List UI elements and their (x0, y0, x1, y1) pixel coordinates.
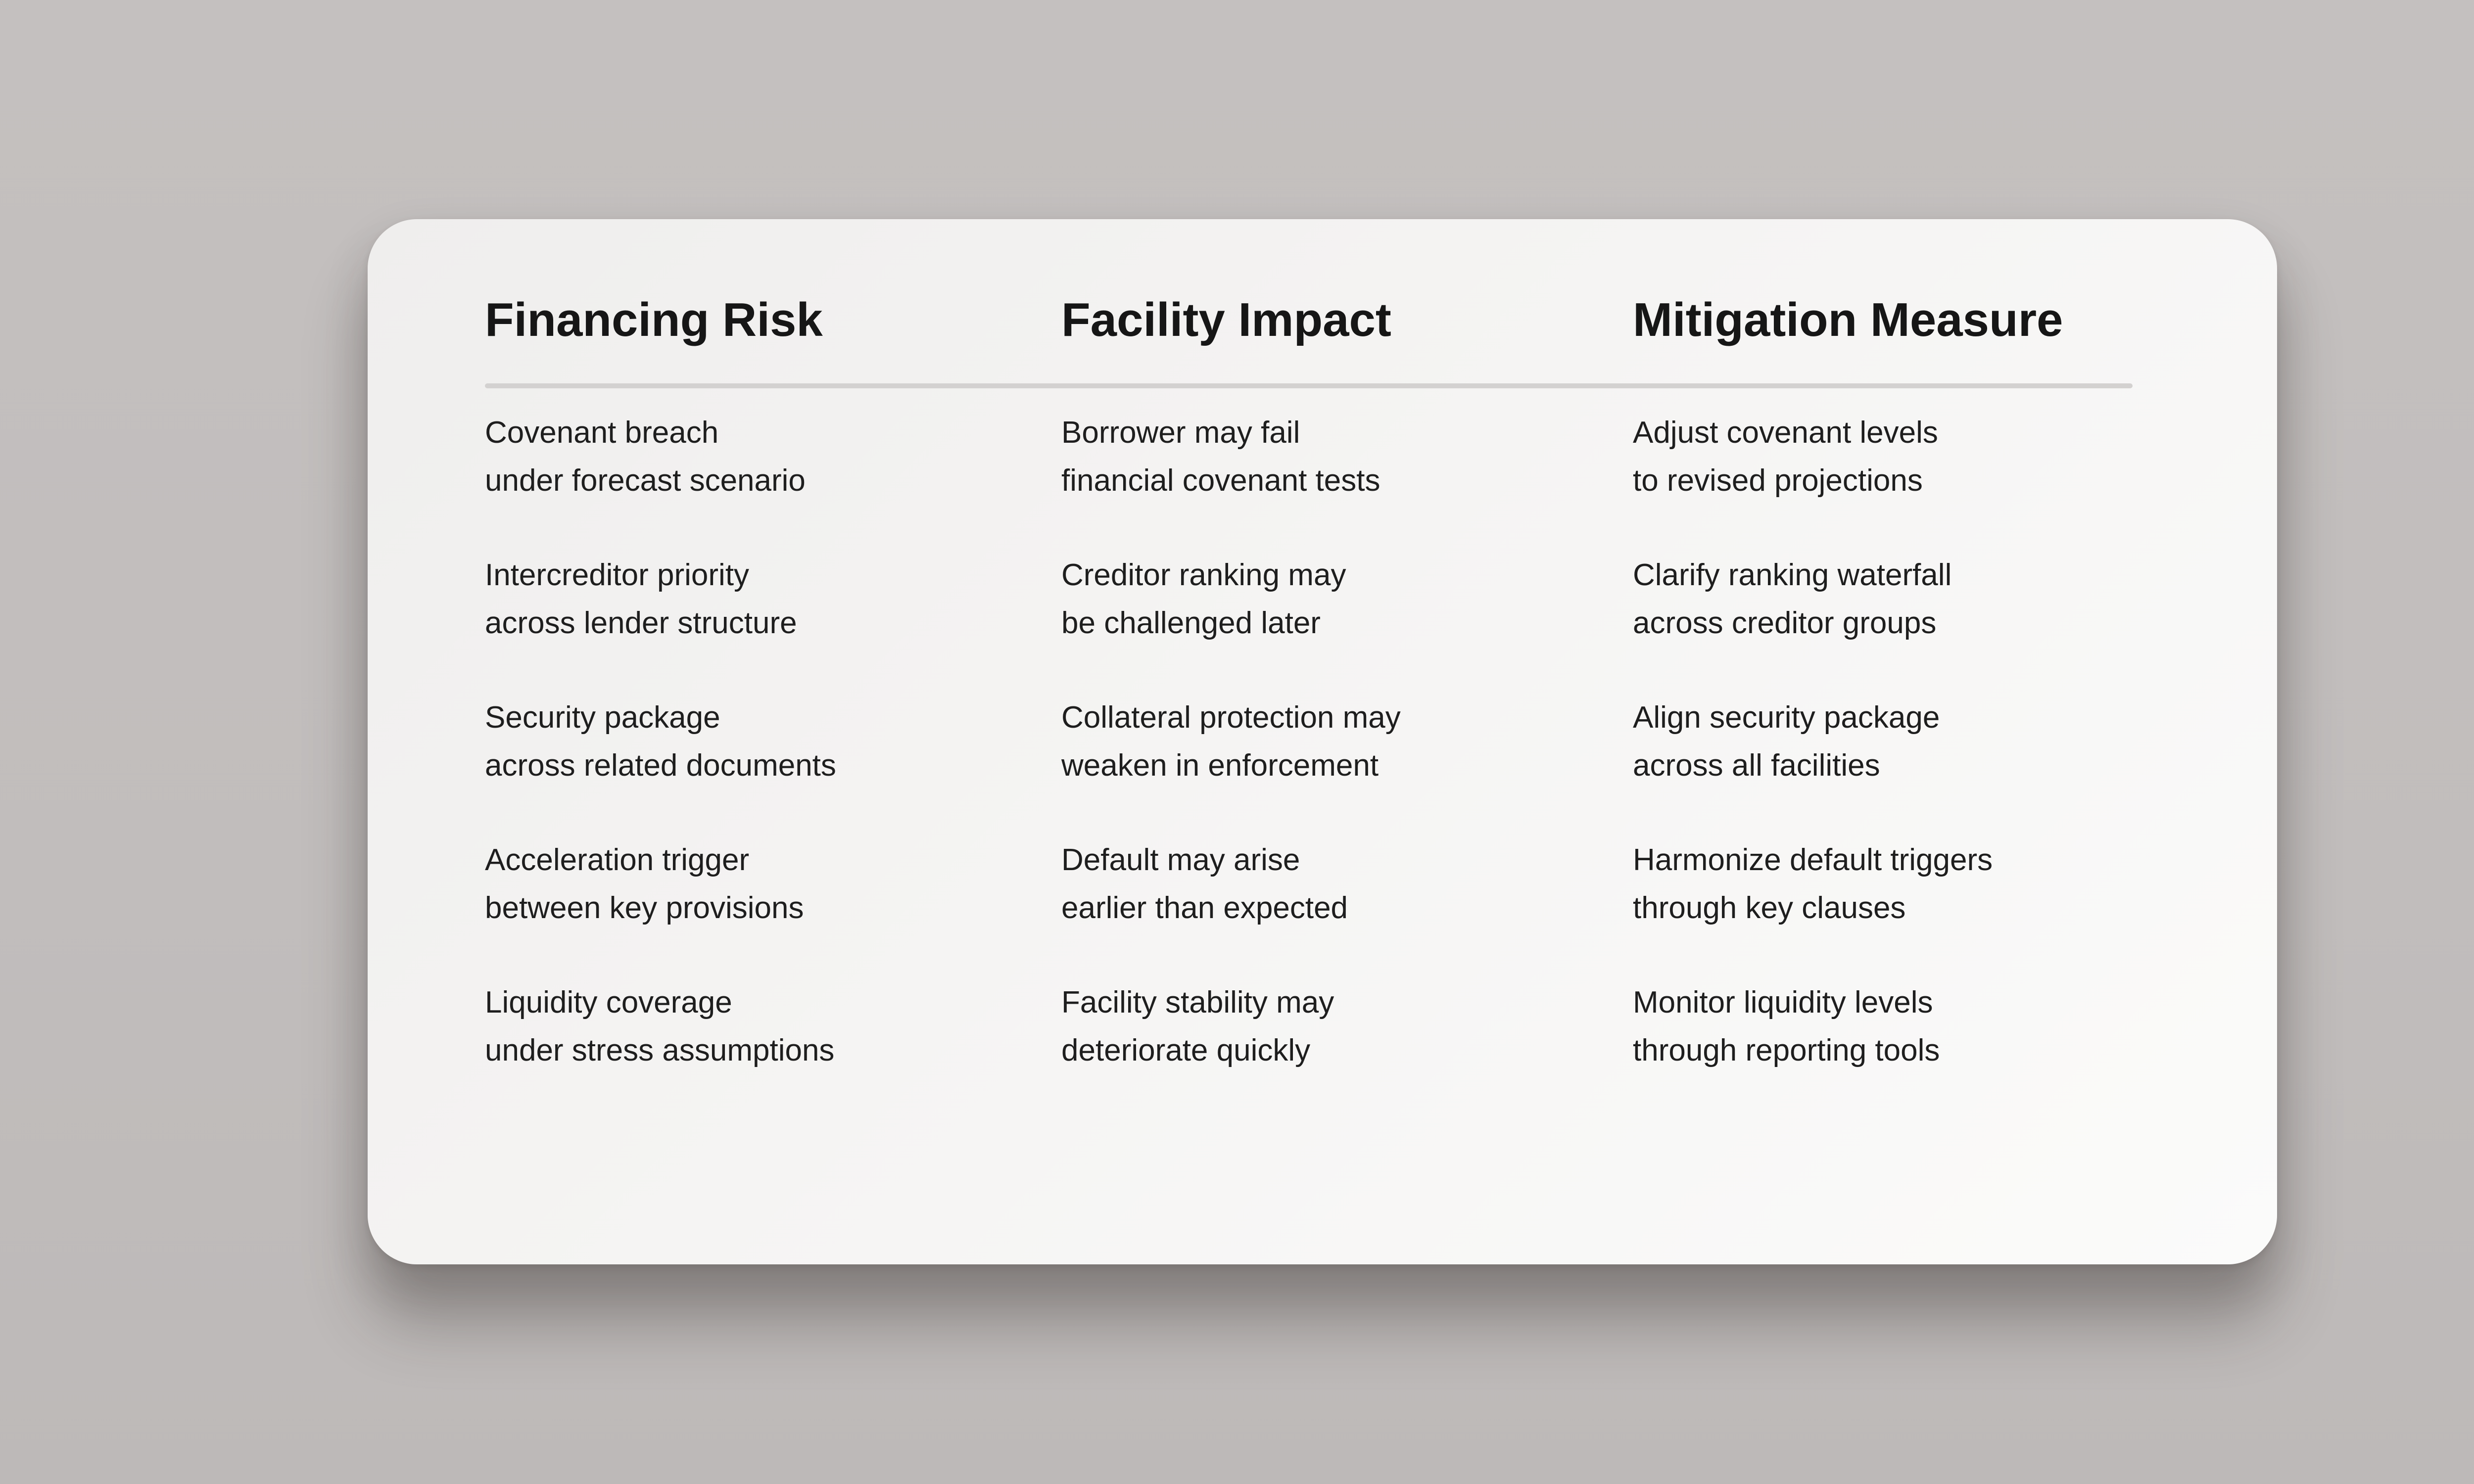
cell-line: Monitor liquidity levels (1633, 985, 1933, 1020)
cell-line: Adjust covenant levels (1633, 416, 1938, 450)
cell-line: Intercreditor priority (485, 558, 750, 592)
table-row: Security package across related document… (485, 694, 2133, 789)
cell-line: across creditor groups (1633, 606, 1937, 640)
column-header-mitigation-measure: Mitigation Measure (1633, 293, 2063, 346)
cell-line: between key provisions (485, 891, 804, 925)
mitigation-cell: Adjust covenant levels to revised projec… (1633, 409, 2133, 505)
cell-line: to revised projections (1633, 464, 1923, 498)
cell-line: Liquidity coverage (485, 985, 732, 1020)
cell-line: weaken in enforcement (1061, 748, 1379, 783)
cell-line: across lender structure (485, 606, 797, 640)
cell-line: Facility stability may (1061, 985, 1334, 1020)
cell-line: financial covenant tests (1061, 464, 1380, 498)
risk-cell: Covenant breach under forecast scenario (485, 409, 1061, 505)
table-row: Acceleration trigger between key provisi… (485, 836, 2133, 932)
cell-line: deteriorate quickly (1061, 1033, 1311, 1067)
cell-line: Acceleration trigger (485, 843, 750, 877)
mitigation-cell: Align security package across all facili… (1633, 694, 2133, 789)
impact-cell: Creditor ranking may be challenged later (1061, 551, 1633, 647)
impact-cell: Default may arise earlier than expected (1061, 836, 1633, 932)
table-row: Covenant breach under forecast scenario … (485, 409, 2133, 505)
cell-line: Clarify ranking waterfall (1633, 558, 1952, 592)
column-header-facility-impact: Facility Impact (1061, 293, 1391, 346)
cell-line: earlier than expected (1061, 891, 1348, 925)
cell-line: through reporting tools (1633, 1033, 1940, 1067)
table: Financing Risk Facility Impact Mitigatio… (485, 296, 2133, 1074)
cell-line: under forecast scenario (485, 464, 806, 498)
impact-cell: Borrower may fail financial covenant tes… (1061, 409, 1633, 505)
cell-line: Default may arise (1061, 843, 1300, 877)
risk-cell: Acceleration trigger between key provisi… (485, 836, 1061, 932)
risk-table-card: Financing Risk Facility Impact Mitigatio… (368, 219, 2277, 1264)
cell-line: Borrower may fail (1061, 416, 1300, 450)
cell-line: Covenant breach (485, 416, 719, 450)
risk-cell: Liquidity coverage under stress assumpti… (485, 978, 1061, 1074)
column-header-financing-risk: Financing Risk (485, 293, 823, 346)
cell-line: Creditor ranking may (1061, 558, 1346, 592)
cell-line: across all facilities (1633, 748, 1880, 783)
table-row: Liquidity coverage under stress assumpti… (485, 978, 2133, 1074)
table-header-row: Financing Risk Facility Impact Mitigatio… (485, 296, 2133, 344)
cell-line: Collateral protection may (1061, 700, 1401, 735)
cell-line: Align security package (1633, 700, 1940, 735)
cell-line: be challenged later (1061, 606, 1321, 640)
risk-cell: Intercreditor priority across lender str… (485, 551, 1061, 647)
header-divider (485, 383, 2133, 388)
impact-cell: Collateral protection may weaken in enfo… (1061, 694, 1633, 789)
risk-cell: Security package across related document… (485, 694, 1061, 789)
cell-line: Harmonize default triggers (1633, 843, 1993, 877)
cell-line: through key clauses (1633, 891, 1906, 925)
mitigation-cell: Monitor liquidity levels through reporti… (1633, 978, 2133, 1074)
mitigation-cell: Clarify ranking waterfall across credito… (1633, 551, 2133, 647)
table-row: Intercreditor priority across lender str… (485, 551, 2133, 647)
impact-cell: Facility stability may deteriorate quick… (1061, 978, 1633, 1074)
cell-line: under stress assumptions (485, 1033, 835, 1067)
cell-line: Security package (485, 700, 720, 735)
mitigation-cell: Harmonize default triggers through key c… (1633, 836, 2133, 932)
cell-line: across related documents (485, 748, 836, 783)
